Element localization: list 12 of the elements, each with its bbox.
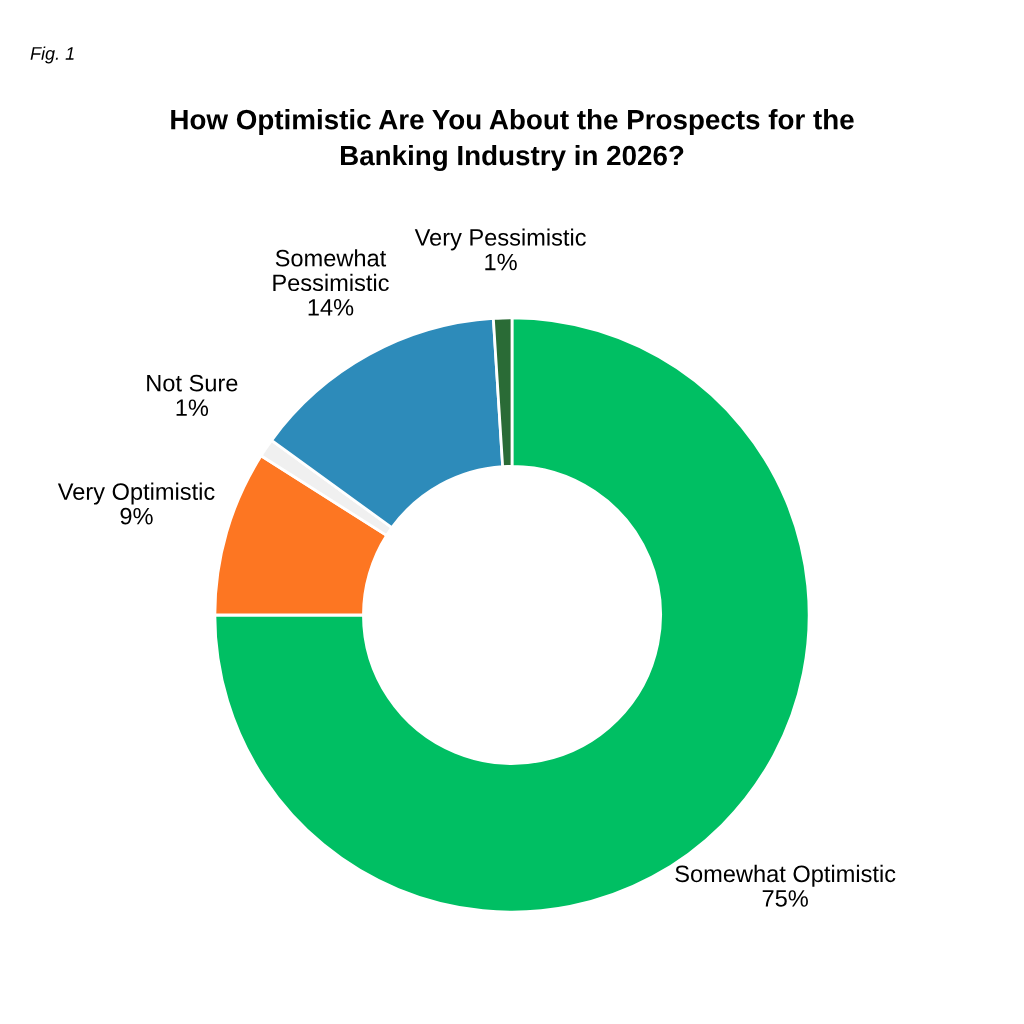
slice-label: Somewhat Optimistic [675,864,896,887]
data-label: 14% [308,299,354,316]
slice-label: Very Pessimistic [414,228,586,251]
data-label: 75% [762,890,808,907]
caption: Fig. 1 [30,46,74,64]
chart-title: How Optimistic Are You About the Prospects for the Banking Industry in 2026? [171,109,854,171]
data-label: 1% [176,399,209,416]
slice-label: Somewhat Pessimistic [273,249,389,292]
slice-label: Not Sure [147,374,238,392]
data-label: 1% [485,253,517,271]
data-label: 9% [120,507,153,525]
slice-label: Very Optimistic [57,482,215,505]
